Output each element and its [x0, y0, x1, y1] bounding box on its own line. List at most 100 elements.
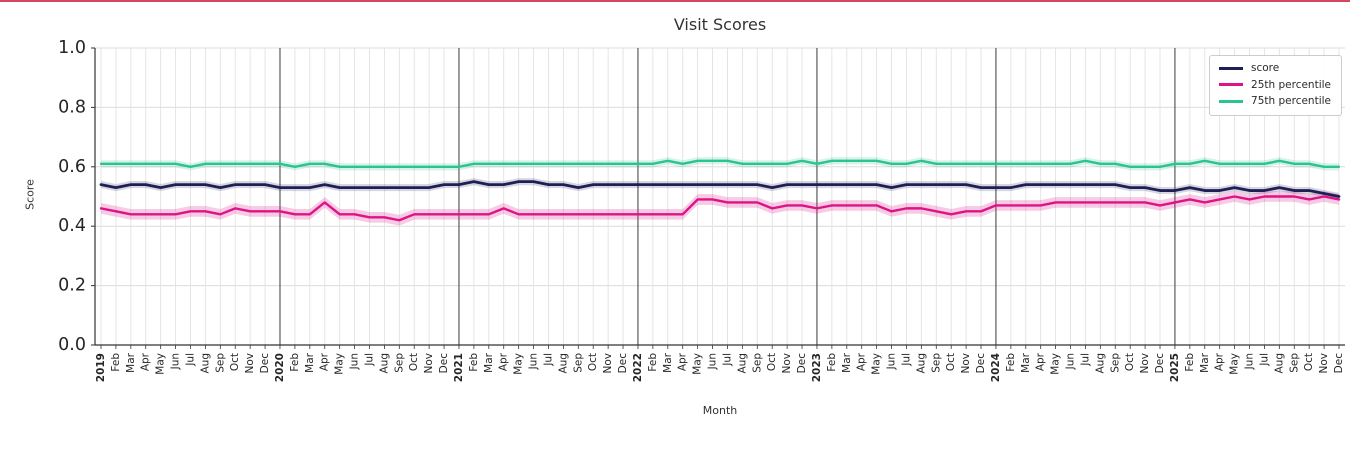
x-tick-label: Oct — [1303, 353, 1315, 371]
y-tick-label: 0.2 — [58, 276, 86, 296]
x-tick-label: Aug — [1094, 353, 1106, 374]
x-tick-label: 2025 — [1169, 353, 1181, 382]
x-tick-label: Nov — [960, 353, 972, 374]
legend-label-75th-percentile: 75th percentile — [1251, 95, 1331, 107]
x-tick-label: Jul — [363, 353, 375, 367]
x-tick-label: Oct — [408, 353, 420, 371]
x-tick-label: May — [513, 353, 525, 375]
x-tick-label: Jun — [1244, 353, 1256, 370]
legend-item-25th-percentile: 25th percentile — [1219, 78, 1331, 91]
x-tick-label: Sep — [930, 353, 942, 373]
x-tick-label: May — [155, 353, 167, 375]
x-tick-label: May — [692, 353, 704, 375]
top-accent-bar — [0, 0, 1350, 2]
x-tick-label: Sep — [751, 353, 763, 373]
legend-item-75th-percentile: 75th percentile — [1219, 96, 1331, 107]
x-tick-label: Oct — [945, 353, 957, 371]
x-tick-label: Feb — [289, 353, 301, 372]
x-tick-label: Nov — [423, 353, 435, 374]
x-tick-label: May — [1229, 353, 1241, 375]
x-tick-label: Apr — [1214, 352, 1226, 371]
y-tick-label: 0.0 — [58, 335, 86, 355]
band-75th-percentile — [101, 157, 1339, 171]
y-tick-label: 0.8 — [58, 97, 86, 117]
x-tick-label: Dec — [1154, 353, 1166, 374]
legend-swatch-25th-percentile — [1219, 83, 1244, 87]
x-tick-label: Sep — [572, 353, 584, 373]
x-tick-label: Jul — [184, 353, 196, 367]
x-tick-label: Nov — [1139, 353, 1151, 374]
x-tick-label: Apr — [319, 352, 331, 371]
x-tick-label: May — [871, 353, 883, 375]
x-tick-label: Oct — [1124, 353, 1136, 371]
legend: score 25th percentile 75th percentile — [1209, 55, 1342, 116]
x-tick-label: Sep — [393, 353, 405, 373]
x-tick-label: Aug — [736, 353, 748, 374]
y-axis-label: Score — [23, 179, 37, 210]
x-tick-label: Feb — [1005, 353, 1017, 372]
y-tick-label: 0.6 — [58, 157, 86, 177]
x-tick-label: Jun — [886, 353, 898, 370]
x-tick-label: Jul — [900, 353, 912, 367]
x-tick-label: Jun — [1065, 353, 1077, 370]
x-tick-label: Apr — [1035, 352, 1047, 371]
x-tick-label: 2020 — [274, 353, 286, 382]
legend-label-25th-percentile: 25th percentile — [1251, 78, 1331, 91]
line-75th-percentile — [99, 159, 1341, 169]
legend-label-score: score — [1251, 62, 1280, 74]
x-tick-label: Aug — [557, 353, 569, 374]
x-tick-label: Aug — [915, 353, 927, 374]
x-tick-label: 2023 — [811, 353, 823, 382]
x-tick-label: Apr — [856, 352, 868, 371]
x-tick-label: Dec — [975, 353, 987, 374]
x-tick-label: Dec — [1333, 353, 1345, 374]
x-tick-label: Nov — [244, 353, 256, 374]
x-tick-label: Mar — [125, 352, 137, 372]
x-tick-label: Oct — [229, 353, 241, 371]
x-tick-label: Mar — [1199, 352, 1211, 372]
band-25th-percentile — [101, 191, 1339, 226]
x-tick-label: Apr — [498, 352, 510, 371]
legend-swatch-score — [1219, 66, 1244, 70]
x-tick-label: Sep — [214, 353, 226, 373]
x-tick-label: Mar — [304, 352, 316, 372]
x-tick-label: Aug — [199, 353, 211, 374]
x-tick-label: Jun — [707, 353, 719, 370]
y-tick-label: 1.0 — [58, 38, 86, 58]
legend-swatch-75th-percentile — [1219, 99, 1244, 103]
x-tick-label: 2021 — [453, 353, 465, 382]
legend-item-score: score — [1219, 63, 1331, 74]
x-tick-label: Jun — [349, 353, 361, 370]
x-tick-label: Feb — [110, 353, 122, 372]
x-tick-label: Feb — [468, 353, 480, 372]
x-tick-label: Jun — [170, 353, 182, 370]
x-tick-label: Jul — [542, 353, 554, 367]
x-tick-label: Jul — [1079, 353, 1091, 367]
x-tick-label: Feb — [1184, 353, 1196, 372]
x-tick-label: Jun — [528, 353, 540, 370]
x-tick-label: Aug — [378, 353, 390, 374]
x-tick-label: Oct — [587, 353, 599, 371]
x-tick-label: May — [1050, 353, 1062, 375]
x-tick-label: Sep — [1288, 353, 1300, 373]
x-tick-label: 2019 — [95, 353, 107, 382]
x-axis-label: Month — [702, 404, 738, 417]
x-tick-label: Feb — [647, 353, 659, 372]
x-tick-label: Oct — [766, 353, 778, 371]
x-tick-label: Nov — [1318, 353, 1330, 374]
line-25th-percentile — [99, 195, 1341, 222]
x-tick-label: Apr — [140, 352, 152, 371]
line-score — [99, 180, 1341, 198]
y-tick-label: 0.4 — [58, 216, 86, 236]
x-tick-label: Nov — [602, 353, 614, 374]
x-tick-label: Mar — [841, 352, 853, 372]
x-tick-label: Sep — [1109, 353, 1121, 373]
x-tick-label: 2022 — [632, 353, 644, 382]
x-tick-label: Dec — [438, 353, 450, 374]
x-tick-label: Mar — [662, 352, 674, 372]
x-tick-label: 2024 — [990, 353, 1002, 382]
x-tick-label: Apr — [677, 352, 689, 371]
chart-title: Visit Scores — [673, 15, 767, 34]
